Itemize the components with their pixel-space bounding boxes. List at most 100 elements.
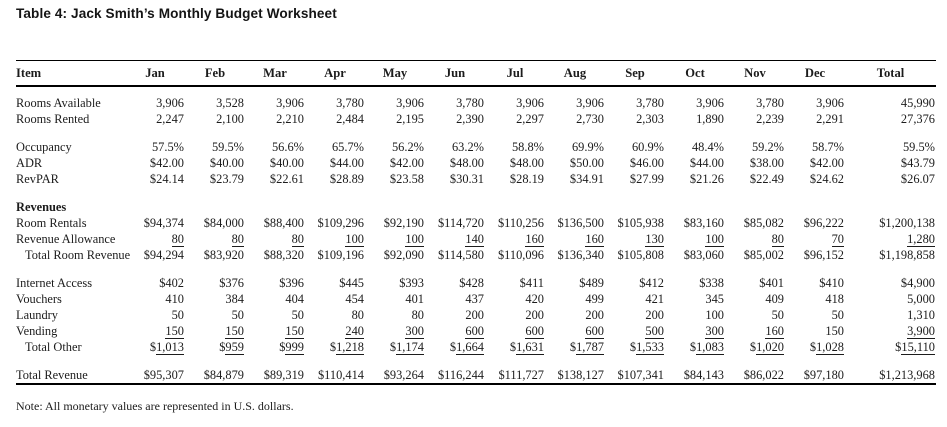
table-cell: $402 [159, 276, 184, 290]
table-cell: 600 [465, 324, 484, 339]
table-cell: $22.49 [749, 172, 784, 186]
table-cell: $50.00 [569, 156, 604, 170]
table-cell: 50 [171, 308, 184, 322]
table-cell: $42.00 [149, 156, 184, 170]
table-cell: $410 [819, 276, 844, 290]
table-cell: $338 [699, 276, 724, 290]
row-label: Room Rentals [16, 216, 87, 230]
table-cell: $1,083 [689, 340, 724, 355]
table-cell: $1,174 [389, 340, 424, 355]
table-row: Occupancy 57.5% 59.5% 56.6% 65.7% 56.2% 63.2% 5… [16, 139, 936, 155]
table-row: Internet Access $402 $376 $396 $445 $393 $428 $… [16, 275, 936, 291]
table-row: Revenue Allowance 80 80 80 100 100 140 160 160 13… [16, 231, 936, 247]
table-cell: $109,196 [317, 248, 364, 262]
column-header: May [365, 60, 425, 87]
table-cell: $109,296 [317, 216, 364, 230]
table-cell: 454 [345, 292, 364, 306]
table-cell: $105,938 [617, 216, 664, 230]
table-title: Table 4: Jack Smith’s Monthly Budget Wor… [16, 6, 337, 21]
table-cell: $959 [219, 340, 244, 355]
table-cell: $92,190 [383, 216, 424, 230]
table-cell: 58.8% [511, 140, 544, 154]
table-cell: 401 [405, 292, 424, 306]
table-cell: 27,376 [900, 112, 935, 126]
table-cell: $48.00 [449, 156, 484, 170]
table-cell: 300 [705, 324, 724, 339]
table-cell: $24.14 [149, 172, 184, 186]
table-cell: 3,906 [276, 96, 304, 110]
table-row: Total Other $1,013 $959 $999 $1,218 $1,174 $1,… [16, 339, 936, 355]
column-header: Dec [785, 60, 845, 87]
table-cell: 59.2% [751, 140, 784, 154]
table-cell: $1,787 [569, 340, 604, 355]
table-cell: 80 [171, 232, 184, 247]
table-cell: $412 [639, 276, 664, 290]
column-header: Aug [545, 60, 605, 87]
table-cell: 3,780 [456, 96, 484, 110]
table-cell: $93,264 [365, 367, 425, 385]
header-row: Item Jan Feb Mar Apr May Jun Jul Aug Sep Oct Nov Dec… [16, 60, 936, 87]
table-cell: 2,303 [636, 112, 664, 126]
table-row: Vouchers 410 384 404 454 401 437 420 499 421 345 40… [16, 291, 936, 307]
table-cell: $401 [759, 276, 784, 290]
table-cell: $1,664 [449, 340, 484, 355]
table-cell: 59.5% [902, 140, 935, 154]
table-cell: $1,020 [749, 340, 784, 355]
table-cell: $96,222 [803, 216, 844, 230]
table-cell: $96,152 [803, 248, 844, 262]
table-cell: 3,906 [516, 96, 544, 110]
table-header: Item Jan Feb Mar Apr May Jun Jul Aug Sep Oct Nov Dec… [16, 60, 936, 87]
table-cell: 2,195 [396, 112, 424, 126]
row-label: RevPAR [16, 172, 59, 186]
table-cell: 63.2% [451, 140, 484, 154]
table-cell: 3,906 [156, 96, 184, 110]
table-cell: 420 [525, 292, 544, 306]
table-cell: 50 [291, 308, 304, 322]
row-label: Total Revenue [16, 367, 125, 385]
table-cell: $38.00 [749, 156, 784, 170]
table-cell: 300 [405, 324, 424, 339]
table-cell: $111,727 [485, 367, 545, 385]
table-cell: 500 [645, 324, 664, 339]
table-cell: 2,730 [576, 112, 604, 126]
table-cell: 3,906 [576, 96, 604, 110]
table-cell: 140 [465, 232, 484, 247]
table-cell: $94,294 [143, 248, 184, 262]
table-cell: 56.6% [271, 140, 304, 154]
table-cell: 2,484 [336, 112, 364, 126]
table-cell: 421 [645, 292, 664, 306]
table-cell: 150 [165, 324, 184, 339]
table-cell: $445 [339, 276, 364, 290]
table-cell: $136,340 [557, 248, 604, 262]
table-cell: 410 [165, 292, 184, 306]
table-cell: $28.19 [509, 172, 544, 186]
table-cell: $44.00 [329, 156, 364, 170]
table-cell: $22.61 [269, 172, 304, 186]
table-row: Rooms Available 3,906 3,528 3,906 3,780 3,906… [16, 95, 936, 111]
table-cell: $110,096 [497, 248, 544, 262]
row-label: Laundry [16, 308, 58, 322]
table-cell: 57.5% [151, 140, 184, 154]
table-cell: $84,000 [203, 216, 244, 230]
table-cell: $42.00 [389, 156, 424, 170]
table-cell: 1,280 [907, 232, 935, 247]
table-cell: 200 [525, 308, 544, 322]
table-cell: $15,110 [895, 340, 935, 355]
table-cell: 2,291 [816, 112, 844, 126]
column-header: Feb [185, 60, 245, 87]
table-cell: 2,210 [276, 112, 304, 126]
table-cell: $1,213,968 [845, 367, 936, 385]
table-cell: 3,906 [396, 96, 424, 110]
table-cell: 100 [705, 232, 724, 247]
table-cell: $86,022 [725, 367, 785, 385]
table-row: Total Room Revenue $94,294 $83,920 $88,320 $… [16, 247, 936, 263]
table-cell: $85,082 [743, 216, 784, 230]
spacer-row [16, 86, 936, 95]
table-cell: $42.00 [809, 156, 844, 170]
table-cell: $44.00 [689, 156, 724, 170]
table-cell: 150 [285, 324, 304, 339]
table-cell: 600 [525, 324, 544, 339]
table-cell: $30.31 [449, 172, 484, 186]
table-cell: $105,808 [617, 248, 664, 262]
